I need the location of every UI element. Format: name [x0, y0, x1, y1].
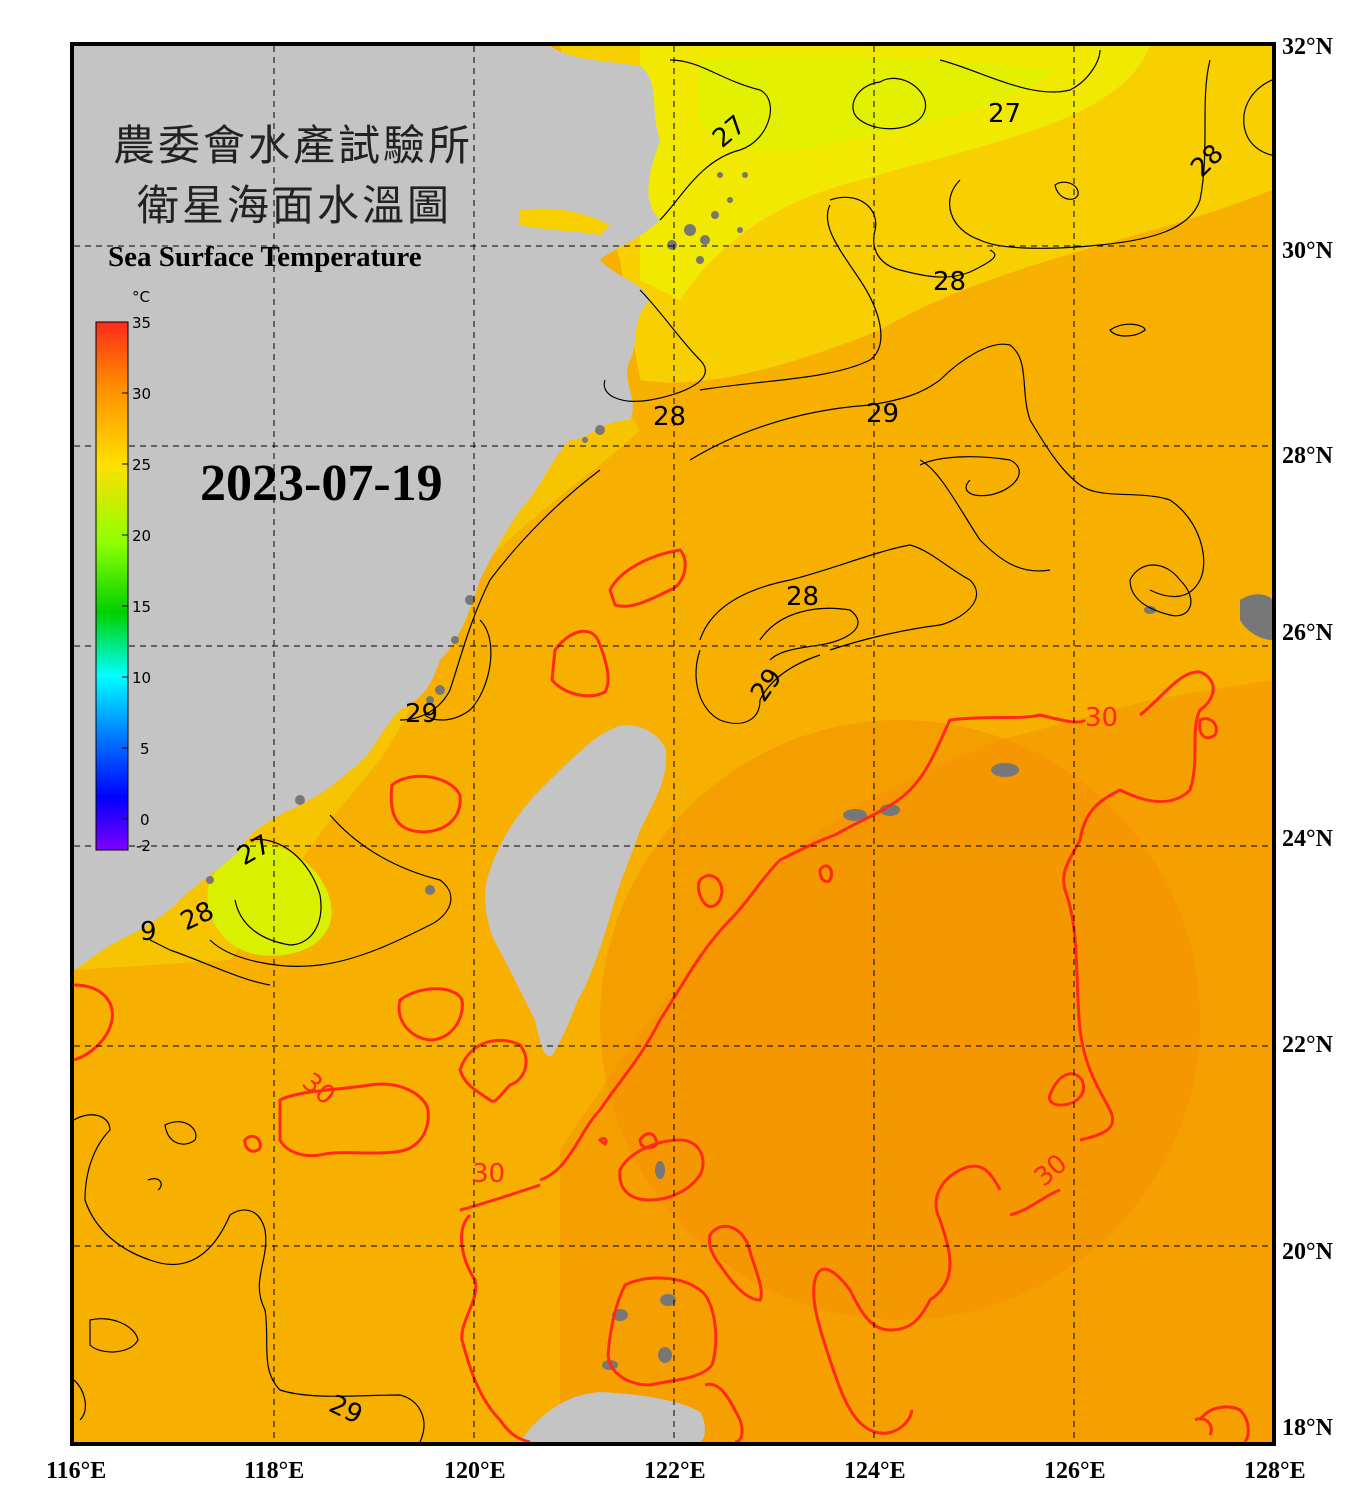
lon-label: 120°E — [444, 1458, 506, 1484]
ryukyu-islands — [602, 594, 1272, 1370]
contour-label-28: 28 — [786, 582, 819, 612]
lon-label: 118°E — [244, 1458, 304, 1484]
contour-label-29: 9 — [140, 917, 157, 947]
lon-label: 124°E — [844, 1458, 906, 1484]
contour-label-27: 27 — [988, 99, 1021, 129]
land-taiwan — [485, 725, 667, 1057]
contour-label-30: 30 — [472, 1159, 505, 1189]
lat-label: 26°N — [1282, 620, 1334, 646]
title-chinese-line2: 衛星海面水溫圖 — [137, 181, 452, 230]
lon-label: 128°E — [1244, 1458, 1306, 1484]
title-chinese-line1: 農委會水產試驗所 — [113, 121, 473, 170]
colorbar-unit: °C — [132, 288, 150, 306]
colorbar-tick-10: 10 — [132, 669, 151, 687]
contours-30c — [74, 548, 1250, 1442]
contours-black — [74, 49, 1272, 1442]
contour-label-28: 28 — [653, 402, 686, 432]
colorbar-tick-0: 0 — [140, 811, 150, 829]
colorbar-tick-15: 15 — [132, 598, 151, 616]
coastal-islands — [206, 172, 748, 895]
colorbar-tick-5: 5 — [140, 740, 150, 758]
colorbar-tick-20: 20 — [132, 527, 151, 545]
lat-label: 32°N — [1282, 34, 1334, 60]
lon-label: 122°E — [644, 1458, 706, 1484]
lat-label: 24°N — [1282, 826, 1334, 852]
lon-label: 116°E — [46, 1458, 106, 1484]
lat-label: 20°N — [1282, 1239, 1334, 1265]
contour-label-29: 29 — [405, 699, 438, 729]
land-luzon — [520, 1392, 705, 1442]
longitude-axis: 116°E 118°E 120°E 122°E 124°E 126°E 128°… — [46, 1458, 1306, 1484]
lat-label: 22°N — [1282, 1032, 1334, 1058]
contour-label-28: 28 — [933, 267, 966, 297]
colorbar-tick-35: 35 — [132, 314, 151, 332]
lat-label: 28°N — [1282, 443, 1334, 469]
colorbar-tick-minus2: -2 — [136, 837, 151, 855]
colorbar: °C 35 30 25 20 15 10 5 0 -2 — [95, 288, 151, 855]
colorbar-tick-30: 30 — [132, 385, 151, 403]
latitude-axis: 32°N 30°N 28°N 26°N 24°N 22°N 20°N 18°N — [1282, 34, 1334, 1441]
title-english: Sea Surface Temperature — [108, 241, 422, 273]
lat-label: 18°N — [1282, 1415, 1334, 1441]
land-mainland-china — [74, 46, 660, 970]
cool-patch-strait — [207, 843, 332, 956]
lat-label: 30°N — [1282, 238, 1334, 264]
colorbar-tick-25: 25 — [132, 456, 151, 474]
contour-label-30: 30 — [1085, 703, 1118, 733]
lon-label: 126°E — [1044, 1458, 1106, 1484]
contour-label-29: 29 — [866, 399, 899, 429]
map-date: 2023-07-19 — [200, 455, 443, 512]
graticule — [74, 46, 1272, 1442]
